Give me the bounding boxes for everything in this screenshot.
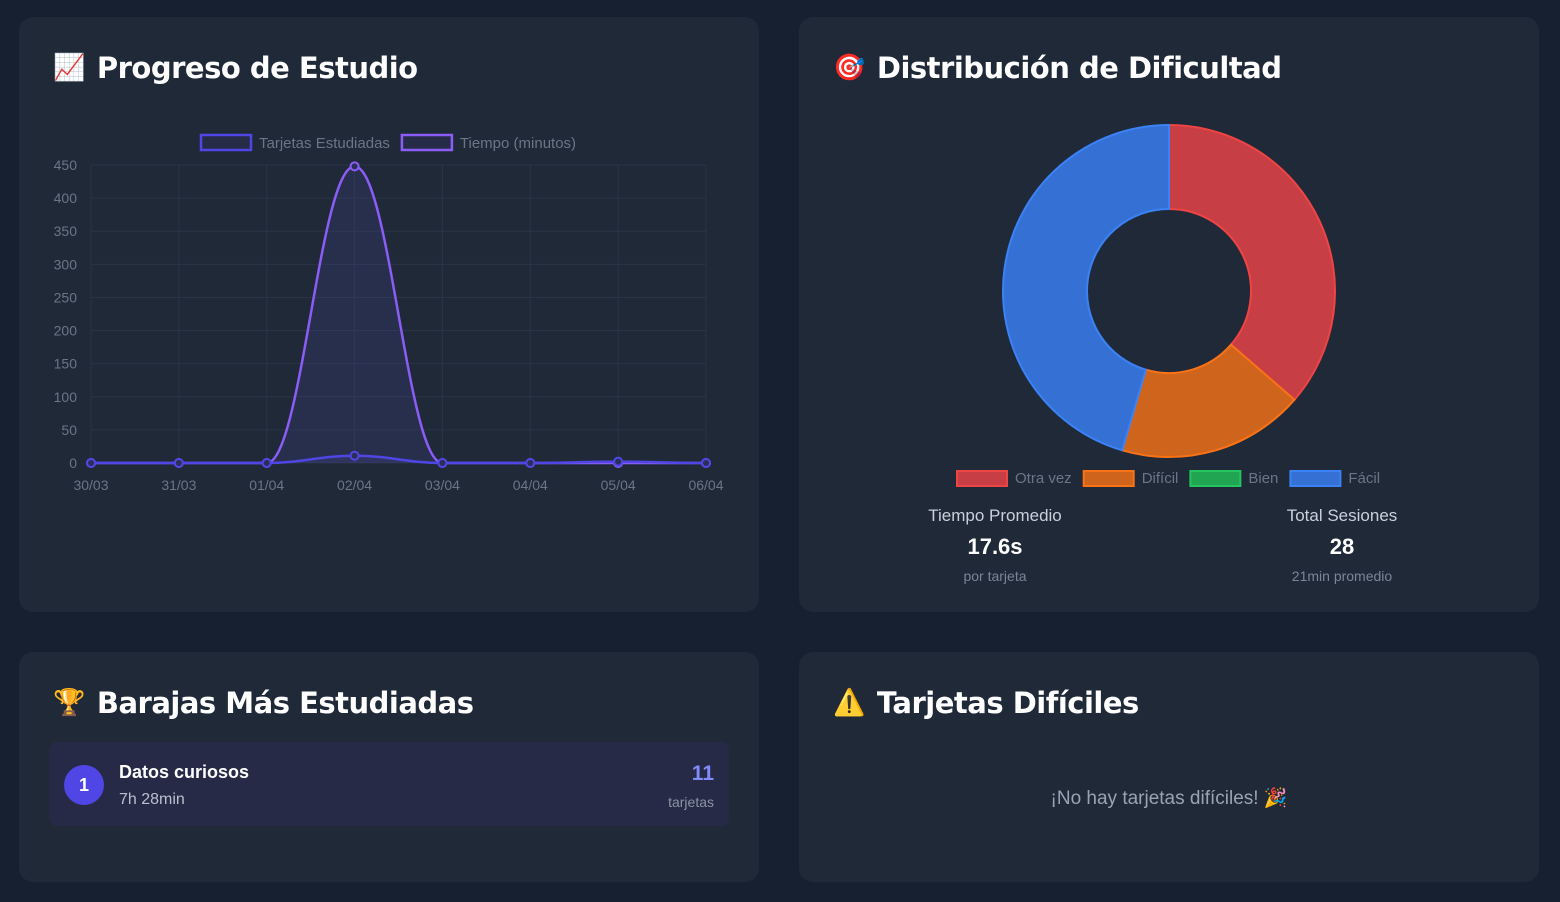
data-point [437, 458, 448, 468]
study-progress-chart: 0 50 100 150 200 250 300 350 400 450 30/03 31/03 01/… [54, 133, 724, 493]
stat-avg-time: Tiempo Promedio 17.6s por tarjeta [928, 506, 1062, 584]
hard-cards-card: ⚠️ Tarjetas Difíciles ¡No hay tarjetas di… [799, 652, 1539, 882]
y-tick-label: 50 [61, 422, 77, 438]
deck-item[interactable]: 1 Datos curiosos 7h 28min 11 tarjetas [49, 742, 729, 826]
donut-slice [1120, 343, 1296, 458]
y-tick-label: 100 [54, 389, 78, 405]
data-point [349, 161, 360, 172]
x-tick-label: 02/04 [337, 477, 372, 493]
x-tick-label: 30/03 [73, 477, 108, 493]
x-tick-label: 06/04 [688, 477, 723, 493]
trophy-icon: 🏆 [53, 688, 85, 718]
legend-swatch [956, 470, 1008, 487]
legend-label: Difícil [1142, 470, 1179, 487]
deck-count: 11 [691, 762, 714, 785]
data-point [173, 458, 184, 468]
legend-swatch [199, 133, 253, 152]
card-title: Distribución de Dificultad [876, 51, 1282, 85]
target-icon: 🎯 [833, 53, 865, 83]
donut-slice [1168, 123, 1336, 402]
x-tick-label: 01/04 [249, 477, 284, 493]
y-tick-label: 0 [69, 455, 77, 471]
difficulty-card: 🎯 Distribución de Dificultad Otra vez Difí… [799, 17, 1539, 612]
x-tick-label: 05/04 [601, 477, 636, 493]
data-point [701, 458, 711, 468]
legend-label: Bien [1248, 470, 1278, 487]
legend-swatch [1082, 470, 1135, 487]
warning-icon: ⚠️ [833, 688, 865, 718]
x-tick-label: 31/03 [161, 477, 196, 493]
empty-message: ¡No hay tarjetas difíciles! 🎉 [1050, 788, 1288, 809]
y-tick-label: 300 [54, 256, 78, 272]
deck-count-label: tarjetas [668, 794, 714, 810]
card-title: Barajas Más Estudiadas [96, 686, 474, 720]
top-decks-card: 🏆 Barajas Más Estudiadas 1 Datos curiosos… [19, 652, 759, 882]
rank-badge: 1 [64, 765, 104, 805]
y-tick-label: 450 [54, 157, 78, 173]
card-title: Progreso de Estudio [96, 51, 418, 85]
data-point [613, 456, 624, 467]
progress-card: 📈 Progreso de Estudio 0 50 100 150 200 250 300 3… [19, 17, 759, 612]
legend-label: Otra vez [1015, 470, 1072, 487]
legend-label: Tiempo (minutos) [460, 135, 576, 152]
legend-label: Tarjetas Estudiadas [259, 135, 390, 152]
legend-swatch [1189, 470, 1242, 487]
legend-label: Fácil [1348, 470, 1380, 487]
deck-time: 7h 28min [119, 791, 185, 808]
stat-total-sessions: Total Sesiones 28 21min promedio [1286, 506, 1398, 584]
difficulty-donut-chart: Otra vez Difícil Bien Fácil [956, 123, 1380, 487]
y-tick-label: 350 [54, 223, 78, 239]
data-point [525, 458, 536, 468]
data-point [261, 458, 272, 468]
data-point [349, 450, 360, 461]
y-tick-label: 200 [54, 323, 78, 339]
legend-swatch [400, 133, 454, 152]
card-title: Tarjetas Difíciles [876, 686, 1139, 720]
y-tick-label: 400 [54, 190, 78, 206]
legend-swatch [1289, 470, 1342, 487]
donut-slice [1002, 123, 1170, 452]
x-tick-label: 04/04 [513, 477, 548, 493]
y-tick-label: 250 [54, 289, 78, 305]
x-tick-label: 03/04 [425, 477, 460, 493]
deck-name: Datos curiosos [119, 762, 250, 782]
data-point [86, 458, 96, 468]
chart-increasing-icon: 📈 [53, 53, 85, 83]
series-line [91, 454, 707, 465]
y-tick-label: 150 [54, 356, 78, 372]
